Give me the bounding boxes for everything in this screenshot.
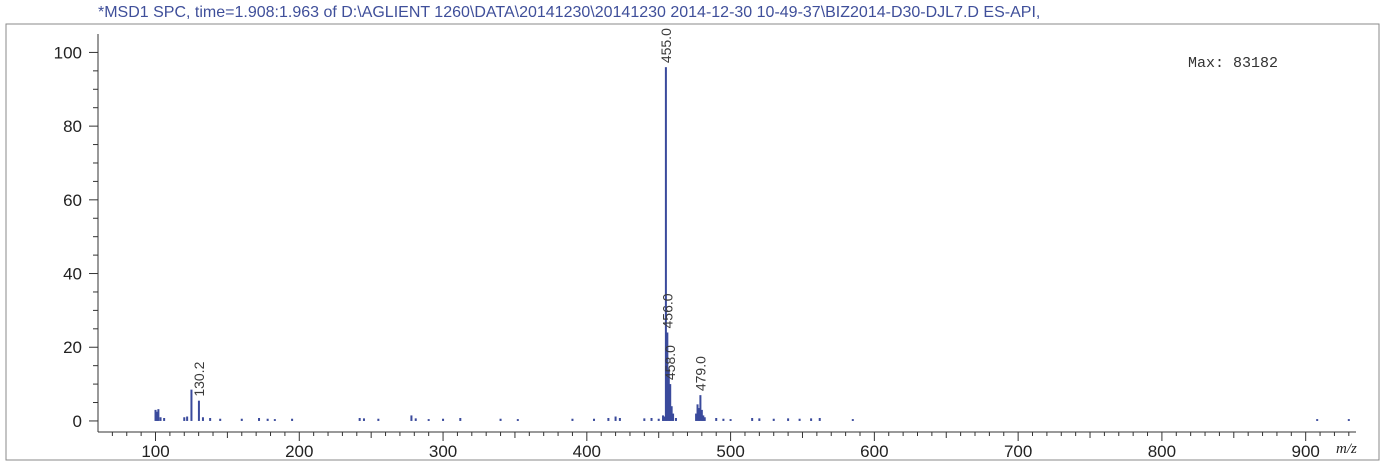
peak-bar bbox=[672, 413, 675, 421]
peak-bar bbox=[163, 417, 166, 421]
peak-bar bbox=[798, 418, 801, 421]
peak-bar bbox=[663, 416, 666, 421]
peak-bar bbox=[664, 67, 667, 421]
peak-bar bbox=[702, 415, 705, 421]
peak-bar bbox=[201, 417, 204, 421]
x-tick-label: 900 bbox=[1291, 442, 1319, 461]
peak-bar bbox=[818, 417, 821, 421]
peak-bar bbox=[240, 418, 243, 421]
peak-bar bbox=[695, 413, 698, 421]
peak-bar bbox=[670, 406, 673, 421]
peak-bar bbox=[499, 418, 502, 421]
x-tick-label: 400 bbox=[573, 442, 601, 461]
peak-bar bbox=[614, 416, 617, 421]
peak-bar bbox=[186, 416, 189, 421]
peak-bar bbox=[266, 418, 269, 421]
peak-bar bbox=[219, 418, 222, 421]
peak-bar bbox=[459, 417, 462, 421]
peak-bar bbox=[674, 417, 677, 421]
peak-bar bbox=[154, 409, 157, 421]
peak-bar bbox=[427, 419, 430, 421]
peak-bar bbox=[607, 417, 610, 421]
peak-bar bbox=[159, 417, 162, 421]
x-axis-unit-label: m/z bbox=[1336, 441, 1357, 457]
x-tick-label: 500 bbox=[716, 442, 744, 461]
x-tick-label: 200 bbox=[285, 442, 313, 461]
peak-bar bbox=[669, 384, 672, 421]
peak-bar bbox=[190, 389, 193, 421]
peak-bar bbox=[697, 408, 700, 421]
peak-bar bbox=[593, 418, 596, 421]
x-tick-label: 600 bbox=[860, 442, 888, 461]
peak-bar bbox=[410, 415, 413, 421]
peak-bar bbox=[643, 418, 646, 421]
peak-label: 130.2 bbox=[191, 361, 207, 396]
peak-bar bbox=[442, 418, 445, 421]
y-tick-label: 20 bbox=[63, 338, 82, 357]
x-tick-label: 300 bbox=[429, 442, 457, 461]
peak-label: 455.0 bbox=[658, 28, 674, 63]
peak-bar bbox=[703, 417, 706, 421]
y-axis: 0 20 40 60 80 100 bbox=[54, 43, 98, 431]
peak-bar bbox=[414, 418, 417, 421]
peak-bar bbox=[787, 418, 790, 421]
peak-bar bbox=[772, 418, 775, 421]
peak-bar bbox=[377, 418, 380, 421]
x-tick-label: 100 bbox=[141, 442, 169, 461]
peak-bar bbox=[851, 419, 854, 421]
peak-bar bbox=[657, 418, 660, 421]
peak-bar bbox=[699, 395, 702, 421]
peak-bar bbox=[258, 417, 261, 421]
max-intensity-label: Max: 83182 bbox=[1188, 55, 1278, 72]
peak-bar bbox=[516, 419, 519, 421]
plot-frame bbox=[5, 23, 1380, 461]
y-tick-label: 80 bbox=[63, 117, 82, 136]
y-tick-label: 0 bbox=[73, 412, 82, 431]
peak-bar bbox=[209, 417, 212, 421]
peak-bar bbox=[715, 417, 718, 421]
peak-bar bbox=[751, 417, 754, 421]
peak-label: 458.0 bbox=[662, 345, 678, 380]
peak-bar bbox=[1347, 419, 1350, 421]
peak-bar bbox=[662, 415, 665, 421]
peak-bar bbox=[810, 418, 813, 421]
peak-label: 456.0 bbox=[659, 293, 675, 328]
peak-bar bbox=[155, 411, 158, 421]
peak-bar bbox=[758, 418, 761, 421]
peak-bar bbox=[358, 417, 361, 421]
peak-bar bbox=[650, 417, 653, 421]
peak-bar bbox=[157, 409, 160, 421]
peak-bar bbox=[197, 400, 200, 421]
peak-bar bbox=[666, 332, 669, 421]
peak-label: 479.0 bbox=[692, 356, 708, 391]
y-tick-label: 100 bbox=[54, 43, 82, 62]
peak-bar bbox=[696, 404, 699, 421]
peak-bar bbox=[362, 418, 365, 421]
chart-title: *MSD1 SPC, time=1.908:1.963 of D:\AGLIEN… bbox=[98, 4, 1040, 21]
peak-bar bbox=[183, 417, 186, 421]
peak-bar bbox=[618, 417, 621, 421]
x-tick-label: 800 bbox=[1148, 442, 1176, 461]
y-tick-label: 60 bbox=[63, 191, 82, 210]
peak-bar bbox=[700, 409, 703, 421]
x-tick-label: 700 bbox=[1004, 442, 1032, 461]
peak-bar bbox=[291, 418, 294, 421]
peak-bar bbox=[571, 418, 574, 421]
y-tick-label: 40 bbox=[63, 265, 82, 284]
peak-bar bbox=[722, 418, 725, 421]
peak-labels: 130.2 455.0 456.0 458.0 479.0 bbox=[191, 28, 708, 397]
peak-bar bbox=[1316, 419, 1319, 421]
peak-bar bbox=[273, 419, 276, 421]
x-axis: 100 200 300 400 500 600 700 800 900 bbox=[111, 432, 1350, 461]
peak-bar bbox=[667, 369, 670, 421]
spectrum-peaks bbox=[154, 67, 1350, 421]
peak-bar bbox=[729, 419, 732, 421]
